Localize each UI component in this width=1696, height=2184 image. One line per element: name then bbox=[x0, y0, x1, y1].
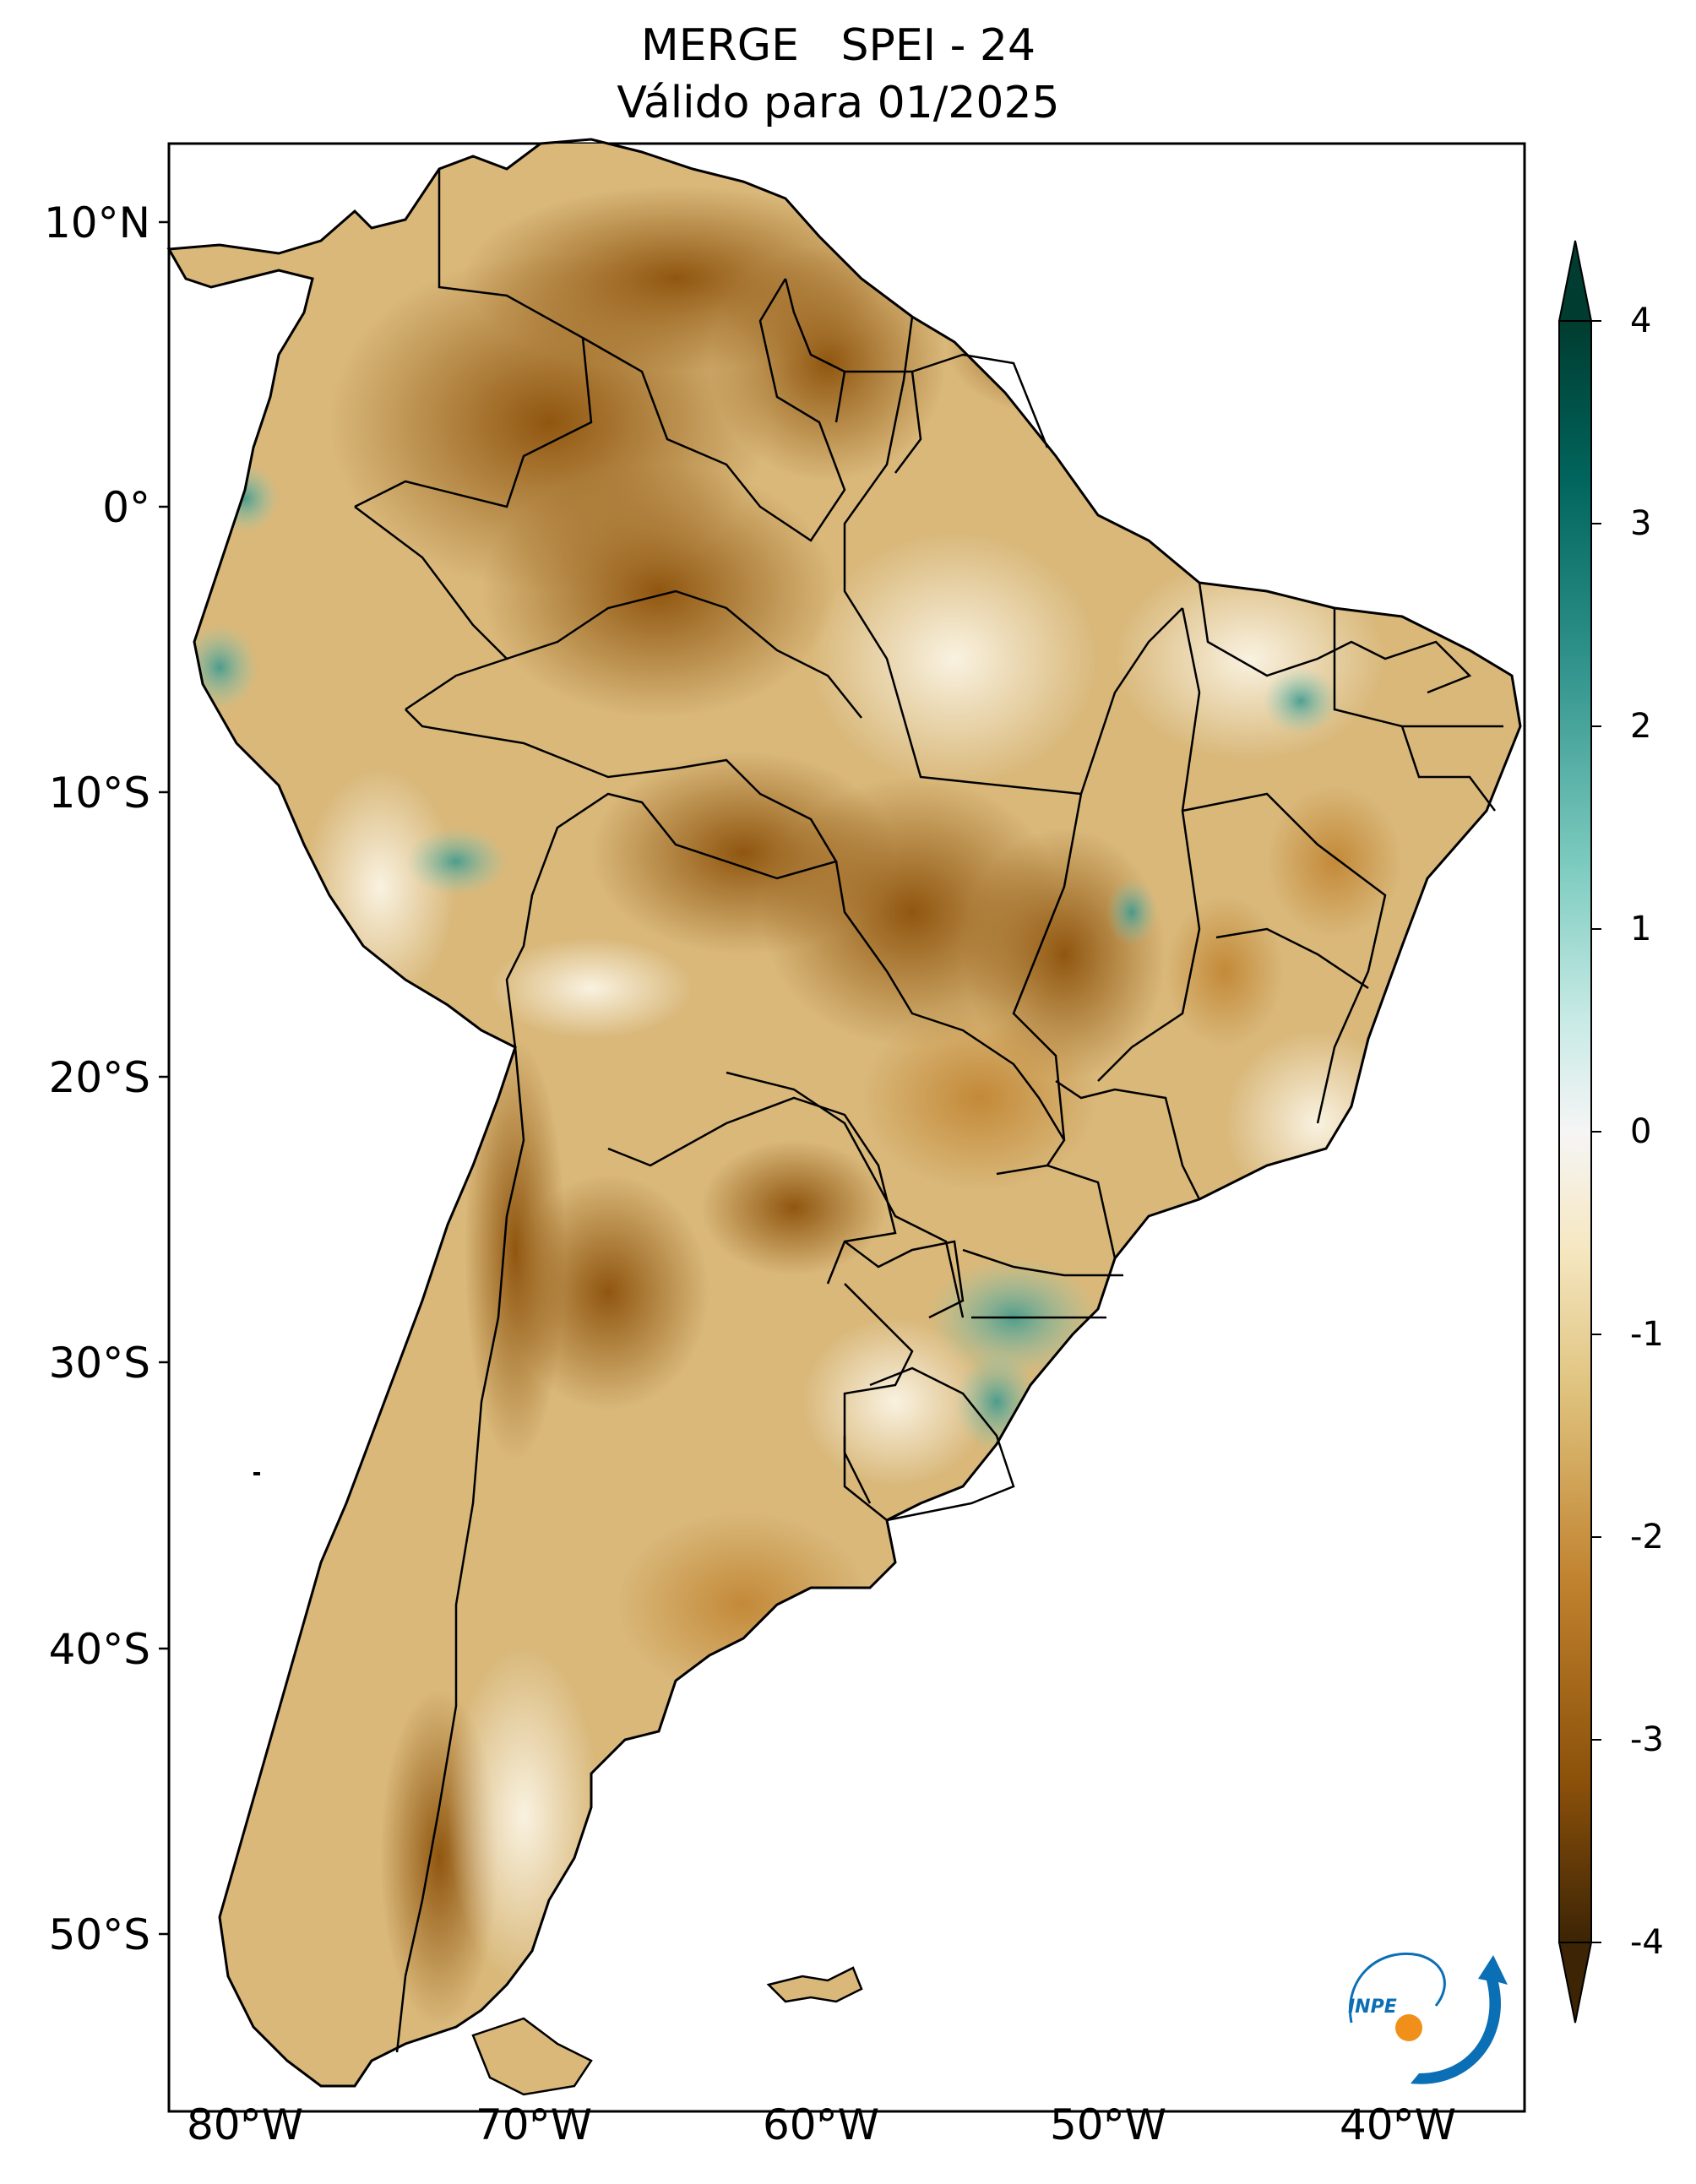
border-peru-colombia-brazil bbox=[506, 589, 862, 719]
border-brazil-pe-al bbox=[1400, 725, 1496, 812]
x-tick-label: 50°W bbox=[1049, 2100, 1167, 2149]
border-brazil-ba-mg bbox=[1182, 792, 1387, 1124]
border-brazil-northeast-states bbox=[1198, 582, 1472, 694]
country-borders bbox=[354, 169, 1503, 2053]
colorbar-body bbox=[1558, 320, 1592, 1943]
tierra-del-fuego bbox=[471, 2017, 593, 2096]
border-brazil-pa-to bbox=[1079, 607, 1183, 795]
border-brazil-pr-sc bbox=[962, 1248, 1123, 1277]
colorbar-tick-label: 4 bbox=[1630, 302, 1652, 340]
border-bolivia-argentina-paraguay bbox=[607, 1096, 897, 1285]
continent-outline bbox=[166, 138, 1522, 2088]
border-ecuador-peru bbox=[354, 506, 509, 711]
axis-tick-marks bbox=[159, 220, 1400, 2122]
logo-orbit-thin bbox=[1349, 1953, 1446, 2024]
border-brazil-sp-mg bbox=[1055, 1079, 1201, 1200]
border-bolivia-brazil bbox=[834, 861, 1066, 1166]
colorbar-tick-label: -4 bbox=[1630, 1923, 1664, 1962]
y-tick-label: 30°S bbox=[48, 1339, 150, 1388]
border-brazil-mg-es bbox=[1215, 927, 1369, 990]
border-venezuela-brazil bbox=[582, 278, 846, 542]
border-paraguay bbox=[726, 1071, 965, 1318]
y-tick-label: 0° bbox=[102, 483, 150, 532]
x-tick-label: 40°W bbox=[1339, 2100, 1457, 2149]
x-tick-label: 80°W bbox=[186, 2100, 304, 2149]
border-uruguay bbox=[843, 1366, 1015, 1522]
colorbar-bottom-extension bbox=[1557, 1942, 1593, 2024]
colorbar-top-extension bbox=[1557, 240, 1593, 322]
y-tick-label: 10°N bbox=[43, 198, 150, 247]
colorbar-tick-label: -1 bbox=[1630, 1315, 1664, 1354]
map-title: MERGE SPEI - 24 bbox=[640, 20, 1036, 71]
falkland-islands bbox=[766, 1966, 863, 2003]
border-peru-bolivia bbox=[505, 758, 838, 1048]
x-tick-label: 60°W bbox=[762, 2100, 880, 2149]
logo-text: INPE bbox=[1348, 1997, 1397, 2018]
border-suriname bbox=[845, 370, 922, 474]
colorbar-tick-label: 0 bbox=[1630, 1112, 1652, 1151]
border-colombia-venezuela bbox=[354, 169, 593, 508]
border-brazil-pr-sp bbox=[996, 1164, 1117, 1259]
colorbar-tick-label: 1 bbox=[1630, 910, 1652, 948]
colorbar-tick-label: 3 bbox=[1630, 504, 1652, 543]
border-french-guiana bbox=[911, 353, 1049, 448]
logo-arrow bbox=[1411, 1955, 1508, 2084]
colorbar-tick-label: -2 bbox=[1630, 1518, 1664, 1557]
y-tick-label: 40°S bbox=[48, 1625, 150, 1674]
x-tick-label: 70°W bbox=[475, 2100, 593, 2149]
border-chile-argentina bbox=[395, 1046, 525, 2053]
colorbar bbox=[1557, 240, 1601, 2024]
colorbar-tick-label: -3 bbox=[1630, 1720, 1664, 1759]
colorbar-tick-label: 2 bbox=[1630, 707, 1652, 746]
y-tick-label: 10°S bbox=[48, 769, 150, 818]
border-peru-brazil bbox=[405, 709, 677, 779]
inpe-logo: INPE bbox=[1348, 1953, 1508, 2084]
border-brazil-internal-north bbox=[843, 316, 1082, 796]
border-paraguay-brazil bbox=[844, 1240, 965, 1319]
border-guyana bbox=[784, 278, 846, 423]
y-tick-label: 50°S bbox=[48, 1910, 150, 1959]
y-tick-label: 20°S bbox=[48, 1053, 150, 1102]
border-brazil-go-mg bbox=[1097, 607, 1201, 1082]
map-subtitle: Válido para 01/2025 bbox=[617, 78, 1060, 128]
logo-orange-dot bbox=[1395, 2014, 1422, 2041]
